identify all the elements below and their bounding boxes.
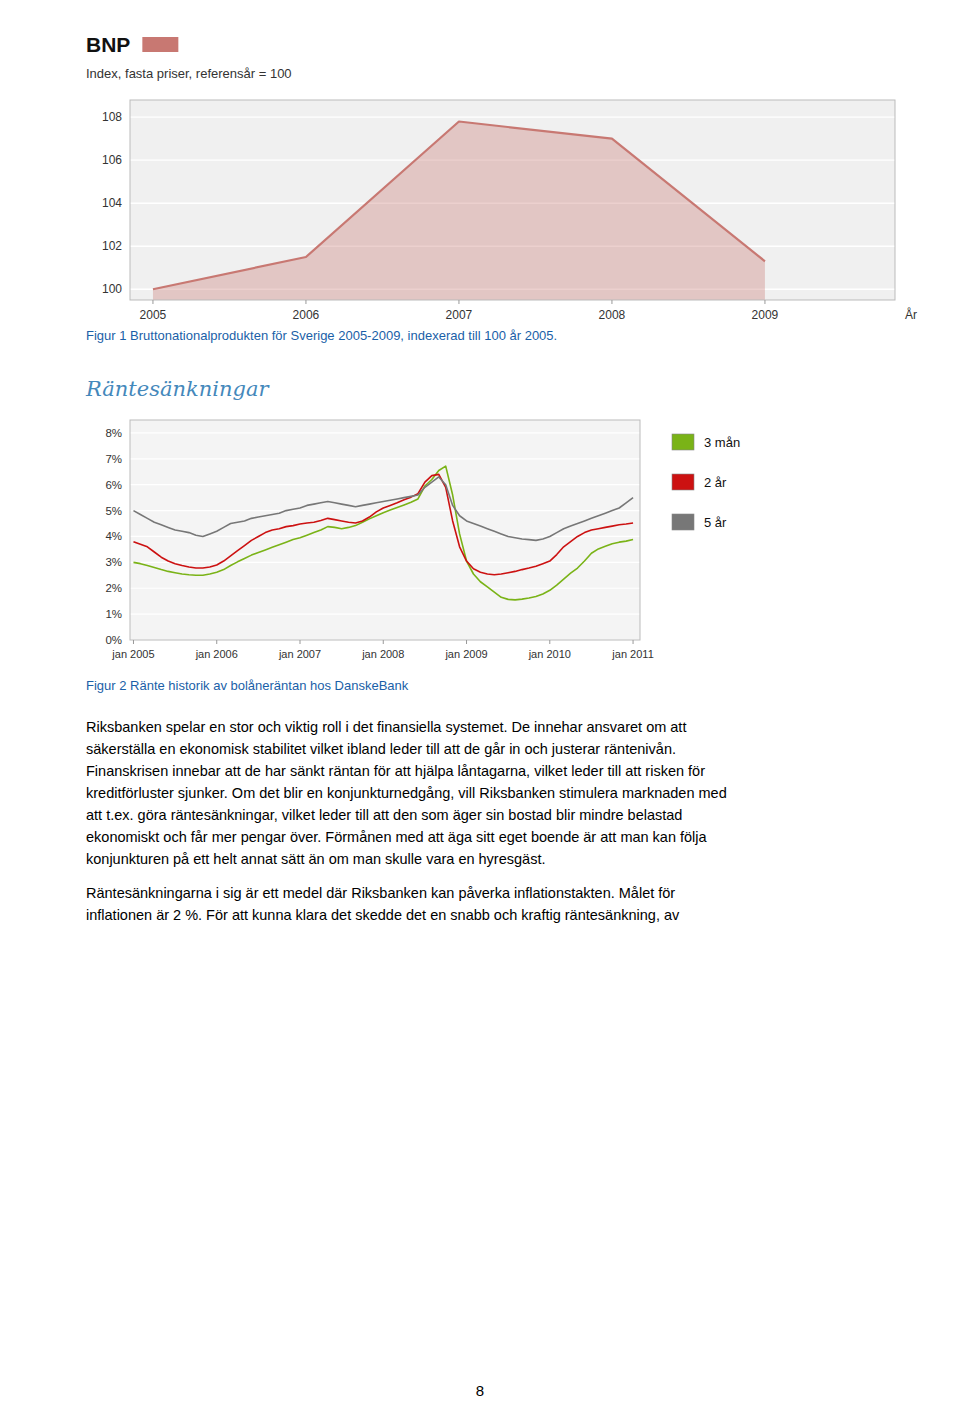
x-tick (458, 300, 459, 304)
grid-line (130, 117, 895, 118)
page: BNP Index, fasta priser, referensår = 100… (0, 0, 960, 1424)
background (0, 0, 960, 1424)
x-tick (133, 640, 134, 644)
plot-area (133, 466, 633, 600)
x-tick (611, 300, 612, 304)
plot-background (130, 420, 640, 640)
x-tick (383, 640, 384, 644)
grid-line (130, 432, 640, 433)
body-line: kreditförluster sjunker. Om det blir en … (86, 785, 727, 801)
caption: Figur 1 Bruttonationalprodukten för Sver… (86, 328, 557, 343)
x-tick (549, 640, 550, 644)
body-line: säkerställa en ekonomisk stabilitet vilk… (86, 741, 676, 757)
chart-subtitle: Index, fasta priser, referensår = 100 (86, 66, 292, 81)
legend-swatch (672, 514, 694, 530)
y-tick-label: 106 (102, 153, 122, 167)
legend: 3 mån 2 år 5 år (672, 434, 740, 530)
chart-rante: Räntesänkningar 0% 1% 2% 3% 4% 5% 6% 7% 8% jan 200… (85, 377, 740, 693)
x-tick-label: jan 2010 (528, 648, 571, 660)
x-tick (305, 300, 306, 304)
x-tick-label: 2007 (446, 308, 473, 322)
x-tick-label: jan 2006 (195, 648, 238, 660)
x-tick-label: jan 2009 (444, 648, 487, 660)
x-tick (466, 640, 467, 644)
body-line: att t.ex. göra räntesänkningar, vilket l… (86, 807, 682, 823)
y-tick-label: 100 (102, 282, 122, 296)
chart-bnp: BNP Index, fasta priser, referensår = 100… (86, 33, 917, 343)
x-tick-label: jan 2008 (361, 648, 404, 660)
body-line: Räntesänkningarna i sig är ett medel där… (86, 885, 675, 901)
y-tick-label: 2% (105, 582, 122, 594)
plot-area (153, 122, 765, 300)
y-tick-label: 7% (105, 453, 122, 465)
body-text: Riksbanken spelar en stor och viktig rol… (86, 719, 727, 923)
area (153, 122, 765, 300)
body-line: konjunkturen på ett helt annat sätt än o… (86, 851, 545, 867)
chart-title: Räntesänkningar (85, 377, 270, 401)
line (133, 474, 633, 574)
legend-label: 2 år (704, 475, 727, 490)
line (133, 466, 633, 600)
x-tick-label: jan 2007 (278, 648, 321, 660)
body-line: inflationen är 2 %. För att kunna klara … (86, 907, 680, 923)
plot-background (130, 100, 895, 300)
y-tick-label: 4% (105, 530, 122, 542)
grid-line (130, 614, 640, 615)
y-tick-label: 102 (102, 239, 122, 253)
x-tick-label: 2005 (140, 308, 167, 322)
y-tick-label: 108 (102, 110, 122, 124)
x-tick-label: jan 2011 (611, 648, 653, 660)
y-tick-label: 0% (105, 634, 122, 646)
x-tick-label: 2008 (599, 308, 626, 322)
legend-swatch (672, 434, 694, 450)
legend-swatch (672, 474, 694, 490)
page-number: 8 (476, 1382, 484, 1399)
x-tick (216, 640, 217, 644)
grid-line (130, 484, 640, 485)
legend-swatch (142, 37, 178, 52)
legend-label: 3 mån (704, 435, 740, 450)
grid-line (130, 458, 640, 459)
caption: Figur 2 Ränte historik av bolåneräntan h… (86, 678, 409, 693)
y-tick-label: 1% (105, 608, 122, 620)
x-tick (764, 300, 765, 304)
line (133, 477, 633, 540)
x-tick (152, 300, 153, 304)
x-axis-label: År (905, 307, 917, 322)
grid-line (130, 510, 640, 511)
y-tick-label: 8% (105, 427, 122, 439)
y-tick-label: 6% (105, 479, 122, 491)
grid-line (130, 536, 640, 537)
body-line: Finanskrisen innebar att de har sänkt rä… (86, 763, 705, 779)
body-line: ekonomiskt och får mer pengar över. Förm… (86, 829, 708, 845)
grid-line (130, 588, 640, 589)
grid-line (130, 562, 640, 563)
plot-frame (130, 420, 640, 640)
x-tick-label: jan 2005 (111, 648, 154, 660)
plot-frame (130, 100, 895, 300)
x-tick-label: 2009 (752, 308, 779, 322)
y-tick-label: 104 (102, 196, 122, 210)
y-tick-label: 3% (105, 556, 122, 568)
legend-label: 5 år (704, 515, 727, 530)
x-tick (300, 640, 301, 644)
chart-title: BNP (86, 33, 130, 56)
x-tick (633, 640, 634, 644)
y-tick-label: 5% (105, 505, 122, 517)
x-tick-label: 2006 (293, 308, 320, 322)
line (153, 122, 765, 290)
body-line: Riksbanken spelar en stor och viktig rol… (86, 719, 686, 735)
